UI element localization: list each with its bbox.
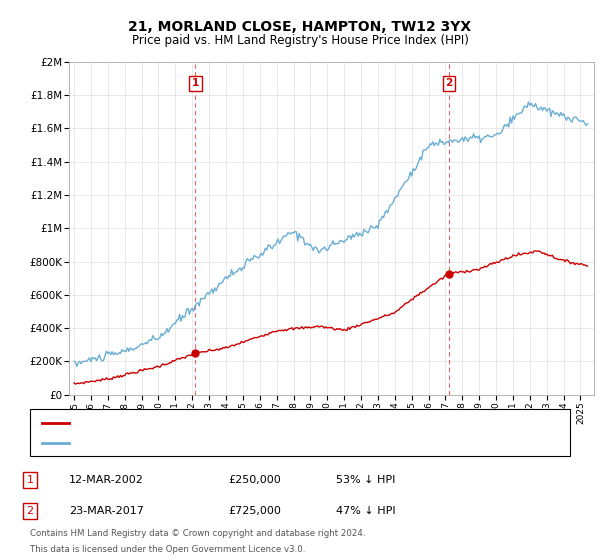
- Text: £725,000: £725,000: [228, 506, 281, 516]
- Text: 21, MORLAND CLOSE, HAMPTON, TW12 3YX: 21, MORLAND CLOSE, HAMPTON, TW12 3YX: [128, 20, 472, 34]
- Text: Price paid vs. HM Land Registry's House Price Index (HPI): Price paid vs. HM Land Registry's House …: [131, 34, 469, 46]
- Text: 53% ↓ HPI: 53% ↓ HPI: [336, 475, 395, 485]
- Text: Contains HM Land Registry data © Crown copyright and database right 2024.: Contains HM Land Registry data © Crown c…: [30, 529, 365, 538]
- Text: 21, MORLAND CLOSE, HAMPTON, TW12 3YX (detached house): 21, MORLAND CLOSE, HAMPTON, TW12 3YX (de…: [75, 418, 385, 428]
- Text: 2: 2: [26, 506, 34, 516]
- Text: 1: 1: [26, 475, 34, 485]
- Text: This data is licensed under the Open Government Licence v3.0.: This data is licensed under the Open Gov…: [30, 545, 305, 554]
- Text: 12-MAR-2002: 12-MAR-2002: [69, 475, 144, 485]
- Text: 47% ↓ HPI: 47% ↓ HPI: [336, 506, 395, 516]
- Text: 1: 1: [192, 78, 199, 88]
- Text: HPI: Average price, detached house, Richmond upon Thames: HPI: Average price, detached house, Rich…: [75, 438, 380, 448]
- Text: £250,000: £250,000: [228, 475, 281, 485]
- Text: 2: 2: [446, 78, 453, 88]
- Text: 23-MAR-2017: 23-MAR-2017: [69, 506, 144, 516]
